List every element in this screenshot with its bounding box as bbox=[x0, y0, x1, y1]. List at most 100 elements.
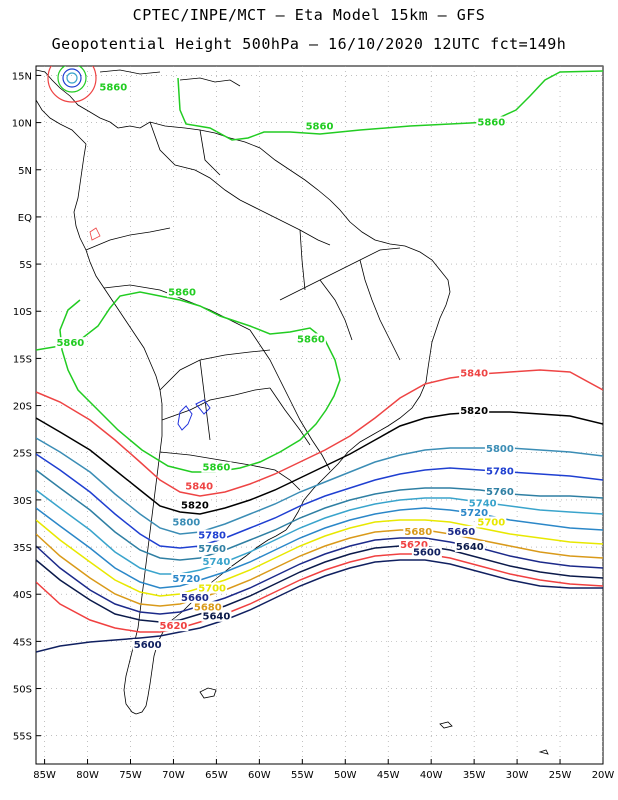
contour-label-5860: 5860 bbox=[306, 121, 334, 132]
contour-5700 bbox=[36, 519, 603, 597]
lon-tick-label: 55W bbox=[291, 770, 314, 781]
lat-tick-label: 15S bbox=[13, 354, 32, 365]
map-frame bbox=[35, 65, 604, 765]
lon-tick-label: 40W bbox=[420, 770, 443, 781]
contour-label-5760: 5760 bbox=[198, 544, 226, 555]
lon-tick-label: 30W bbox=[506, 770, 529, 781]
contour-label-bg bbox=[476, 516, 507, 528]
lat-tick-label: 25S bbox=[13, 449, 32, 460]
contour-label-5740: 5740 bbox=[469, 499, 497, 510]
contour-label-bg bbox=[132, 639, 163, 651]
contour-5720 bbox=[36, 507, 603, 589]
lon-tick-label: 75W bbox=[119, 770, 142, 781]
lakes bbox=[177, 399, 211, 431]
lat-tick-label: 15N bbox=[12, 71, 32, 82]
contour-label-5840: 5840 bbox=[460, 368, 488, 379]
contour-5680 bbox=[36, 529, 603, 607]
contour-label-bg bbox=[55, 337, 86, 349]
contour-label-bg bbox=[179, 499, 210, 511]
contour-label-5700: 5700 bbox=[477, 517, 505, 528]
contour-label-bg bbox=[467, 497, 498, 509]
contour-label-bg bbox=[295, 333, 326, 345]
contour-label-bg bbox=[98, 81, 129, 93]
contour-label-bg bbox=[192, 601, 223, 613]
contour-5660 bbox=[36, 537, 603, 615]
contour-label-bg bbox=[484, 486, 515, 498]
contour-label-5860: 5860 bbox=[99, 83, 127, 94]
contour-5840 bbox=[36, 369, 603, 497]
lat-tick-label: 10N bbox=[12, 119, 32, 130]
contour-label-bg bbox=[454, 540, 485, 552]
contour-label-bg bbox=[179, 591, 210, 603]
contour-label-bg bbox=[197, 542, 228, 554]
contour-5860-north bbox=[177, 70, 603, 141]
lat-tick-label: EQ bbox=[18, 213, 32, 224]
contour-label-bg bbox=[411, 546, 442, 558]
contour-label-5820: 5820 bbox=[460, 406, 488, 417]
map-title-line2: Geopotential Height 500hPa – 16/10/2020 … bbox=[51, 35, 567, 53]
lat-tick-label: 55S bbox=[13, 732, 32, 743]
lon-tick-label: 35W bbox=[463, 770, 486, 781]
contour-label-bg bbox=[459, 405, 490, 417]
contour-label-bg bbox=[201, 461, 232, 473]
contour-label-bg bbox=[459, 506, 490, 518]
contour-label-5660: 5660 bbox=[181, 593, 209, 604]
contour-label-bg bbox=[184, 480, 215, 492]
cyclone-low-contours bbox=[47, 66, 97, 103]
contour-5600 bbox=[36, 559, 603, 653]
contour-label-bg bbox=[201, 610, 232, 622]
contour-label-5620: 5620 bbox=[160, 621, 188, 632]
contour-label-bg bbox=[484, 442, 515, 454]
lat-tick-label: 30S bbox=[13, 496, 32, 507]
contour-label-bg bbox=[476, 116, 507, 128]
contour-label-5680: 5680 bbox=[194, 602, 222, 613]
contour-label-5760: 5760 bbox=[486, 487, 514, 498]
contour-label-5860: 5860 bbox=[202, 463, 230, 474]
contour-label-5820: 5820 bbox=[181, 500, 209, 511]
lon-tick-label: 50W bbox=[334, 770, 357, 781]
contour-label-bg bbox=[304, 120, 335, 132]
contour-label-5800: 5800 bbox=[486, 444, 514, 455]
coastlines bbox=[36, 69, 549, 755]
lon-tick-label: 45W bbox=[377, 770, 400, 781]
contour-label-5860: 5860 bbox=[477, 117, 505, 128]
contour-label-5680: 5680 bbox=[404, 527, 432, 538]
contour-label-5600: 5600 bbox=[134, 640, 162, 651]
contour-label-bg bbox=[158, 620, 189, 632]
contour-label-bg bbox=[201, 556, 232, 568]
contour-label-bg bbox=[197, 529, 228, 541]
lon-tick-label: 85W bbox=[33, 770, 56, 781]
latitude-labels: 15N 10N 5N EQ 5S 10S 15S 20S 25S 30S 35S 40S 45S 50S 5… bbox=[12, 71, 41, 743]
contour-label-5720: 5720 bbox=[172, 574, 200, 585]
contour-label-5860: 5860 bbox=[56, 338, 84, 349]
lat-tick-label: 40S bbox=[13, 590, 32, 601]
contour-label-bg bbox=[171, 573, 202, 585]
contour-label-bg bbox=[403, 525, 434, 537]
contour-label-5780: 5780 bbox=[198, 531, 226, 542]
lon-tick-label: 20W bbox=[592, 770, 615, 781]
contour-5640 bbox=[36, 545, 603, 623]
contour-label-5640: 5640 bbox=[202, 612, 230, 623]
contour-label-5800: 5800 bbox=[172, 517, 200, 528]
contour-label-5620: 5620 bbox=[400, 540, 428, 551]
contour-label-5840: 5840 bbox=[185, 482, 213, 493]
lat-tick-label: 45S bbox=[13, 637, 32, 648]
contour-label-bg bbox=[197, 582, 228, 594]
contour-label-5600: 5600 bbox=[413, 548, 441, 559]
lon-tick-label: 70W bbox=[162, 770, 185, 781]
contour-5620 bbox=[36, 553, 603, 633]
lat-tick-label: 35S bbox=[13, 543, 32, 554]
contour-5860-south bbox=[36, 291, 341, 473]
contour-label-5720: 5720 bbox=[460, 508, 488, 519]
lat-tick-label: 5N bbox=[18, 166, 32, 177]
lon-tick-label: 80W bbox=[76, 770, 99, 781]
lat-tick-label: 10S bbox=[13, 307, 32, 318]
lat-tick-label: 5S bbox=[19, 260, 32, 271]
contour-label-5740: 5740 bbox=[202, 557, 230, 568]
contour-label-bg bbox=[446, 525, 477, 537]
contour-5820 bbox=[36, 411, 603, 515]
contour-label-bg bbox=[167, 286, 198, 298]
lat-tick-label: 50S bbox=[13, 685, 32, 696]
lat-tick-label: 20S bbox=[13, 402, 32, 413]
